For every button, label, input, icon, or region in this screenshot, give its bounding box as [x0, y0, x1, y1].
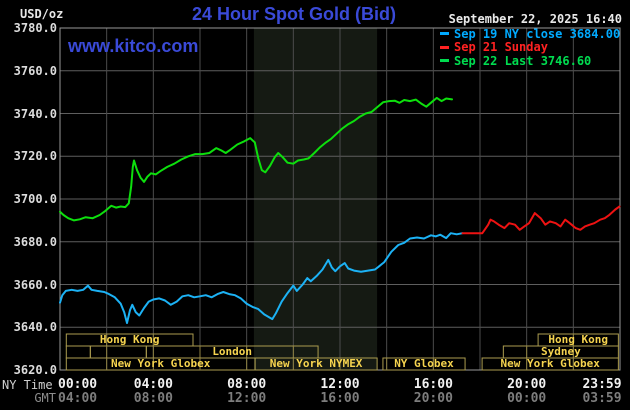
x-tick-label-ny: 08:00 [227, 377, 267, 392]
x-tick-label-ny: 00:00 [58, 377, 98, 392]
y-tick-label: 3780.0 [13, 21, 57, 35]
x-tick-label-ny: 12:00 [320, 377, 360, 392]
x-tick-label-gmt: 03:59 [582, 390, 622, 406]
chart-legend: Sep 19 NY close 3684.00 Sep 21 Sunday Sep … [440, 27, 620, 68]
x-tick-label-ny: 16:00 [413, 377, 453, 392]
market-session-box [254, 357, 378, 371]
legend-entry-label: Sep 22 Last 3746.60 [454, 53, 592, 68]
x-tick-label-ny: 20:00 [507, 377, 547, 392]
x-axis-ny-time-caption: NY Time [2, 378, 53, 392]
market-session-label: New York Globex [111, 357, 211, 370]
market-session-label: New York NYMEX [270, 357, 363, 370]
market-session-box [65, 345, 91, 359]
legend-entry-label: Sep 21 Sunday [454, 40, 548, 55]
y-tick-label: 3660.0 [13, 277, 57, 292]
y-tick-label: 3680.0 [13, 234, 57, 249]
x-tick-label-ny: 23:59 [582, 377, 622, 392]
legend-dash-icon [440, 32, 449, 36]
market-session-label: NY Globex [394, 357, 454, 370]
legend-dash-icon [440, 45, 449, 49]
x-tick-label-gmt: 16:00 [320, 390, 360, 406]
x-axis-gmt-caption: GMT [34, 391, 56, 405]
legend-dash-icon [440, 59, 449, 63]
market-session-label: Hong Kong [100, 333, 160, 346]
y-tick-label: 3720.0 [13, 149, 57, 164]
chart-title: 24 Hour Spot Gold (Bid) [192, 4, 396, 24]
legend-entry-label: Sep 19 NY close 3684.00 [454, 26, 621, 41]
y-axis-units-label: USD/oz [20, 7, 64, 21]
legend-entry: Sep 22 Last 3746.60 [440, 54, 620, 68]
legend-entry: Sep 21 Sunday [440, 40, 620, 55]
market-session-box [382, 357, 466, 371]
legend-entry: Sep 19 NY close 3684.00 [440, 27, 620, 41]
y-tick-label: 3700.0 [13, 192, 57, 206]
market-session-label: London [212, 345, 252, 358]
y-tick-label: 3740.0 [13, 106, 57, 121]
x-tick-label-gmt: 20:00 [413, 390, 453, 406]
x-tick-label-gmt: 12:00 [227, 390, 267, 406]
chart-datetime: September 22, 2025 16:40 [448, 12, 622, 26]
price-line-sep-19-ny-close [59, 232, 464, 324]
y-tick-label: 3760.0 [13, 63, 57, 78]
y-tick-label: 3620.0 [13, 363, 57, 377]
market-session-label: Hong Kong [548, 333, 608, 346]
x-tick-label-gmt: 04:00 [58, 390, 98, 406]
price-line-sep-22-today- [59, 96, 453, 222]
kitco-watermark: www.kitco.com [68, 36, 199, 56]
x-tick-label-gmt: 08:00 [133, 390, 173, 406]
market-session-label: New York Globex [501, 357, 601, 370]
x-tick-label-ny: 04:00 [133, 377, 173, 392]
y-tick-label: 3640.0 [13, 320, 57, 335]
market-session-label: Sydney [541, 345, 581, 358]
price-line-sep-21-sunday [461, 205, 621, 235]
market-session-box [481, 357, 619, 371]
x-tick-label-gmt: 00:00 [507, 390, 547, 406]
